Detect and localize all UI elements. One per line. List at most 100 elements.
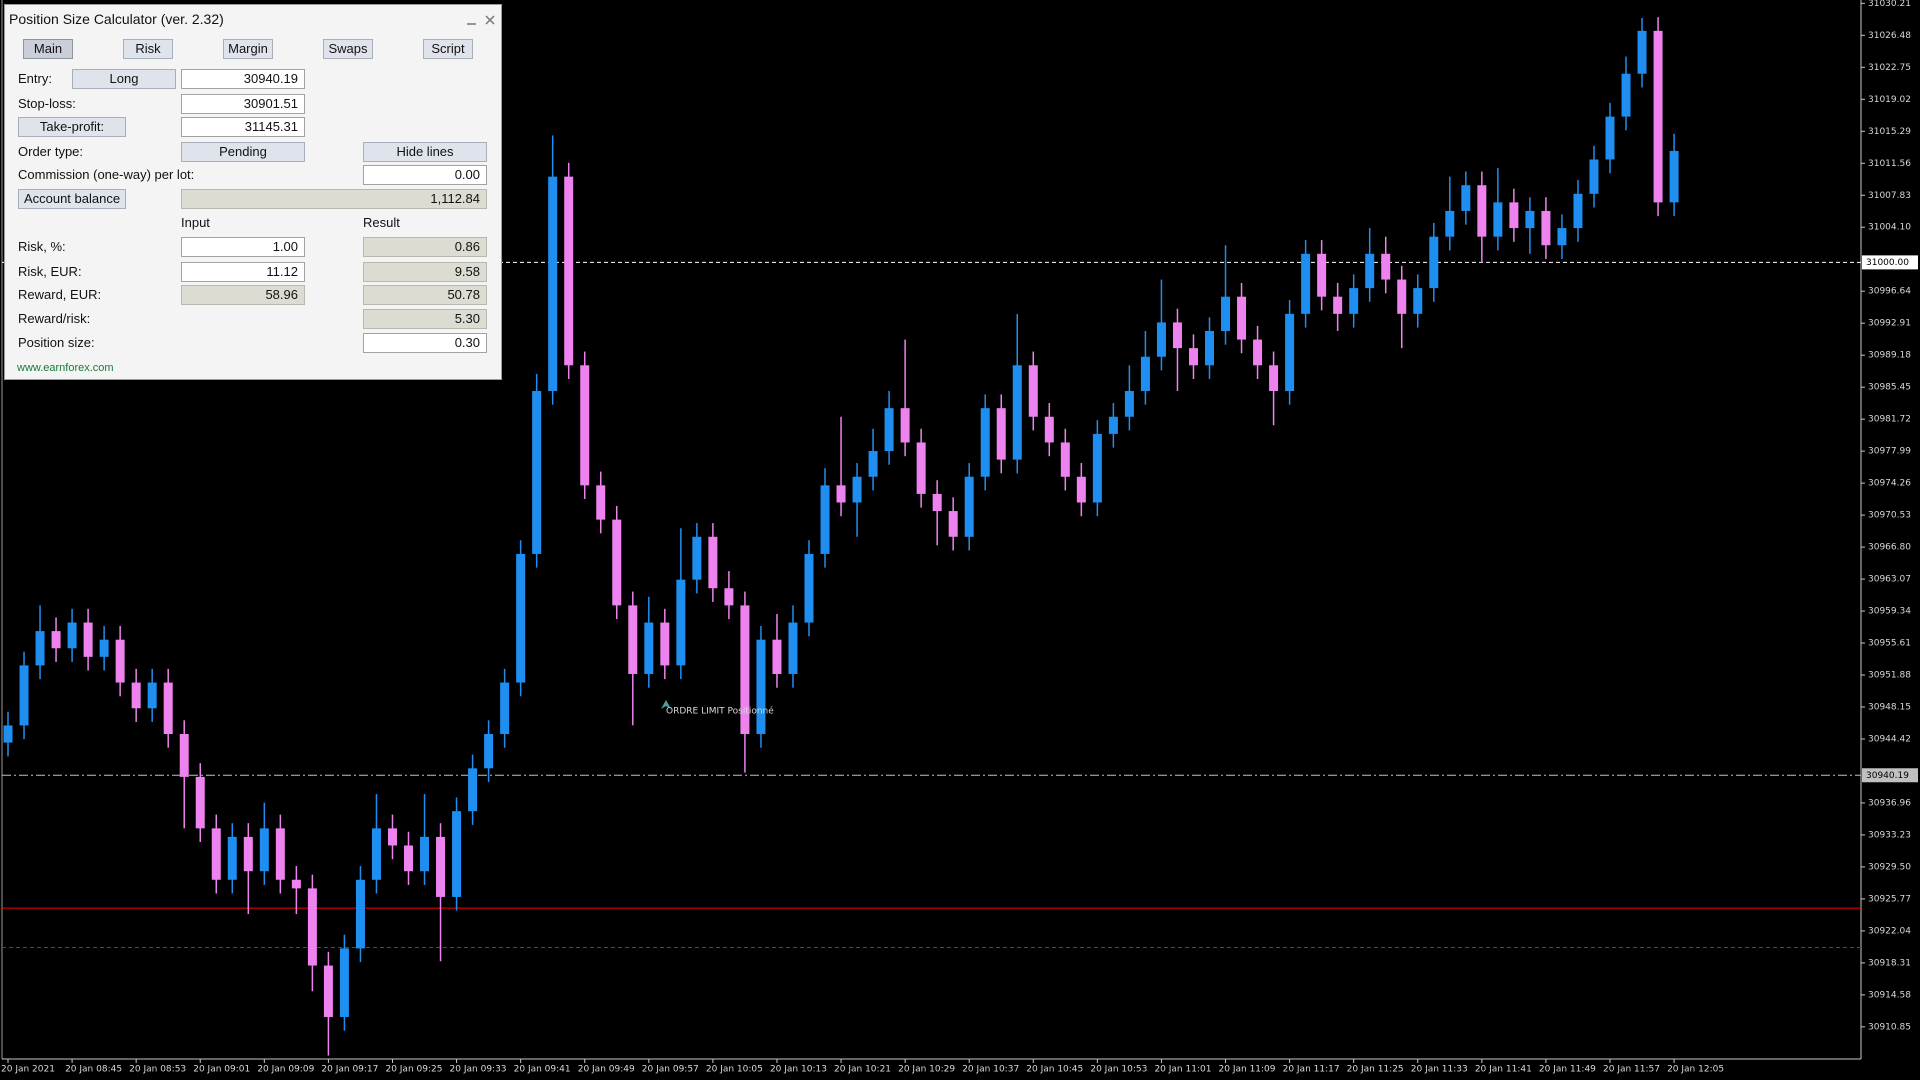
candle-body — [900, 408, 910, 443]
annotation: ORDRE LIMIT Positionné — [666, 706, 774, 717]
y-tick-label: 30910.85 — [1868, 1022, 1911, 1032]
candle-body — [259, 828, 269, 872]
x-tick-label: 20 Jan 09:57 — [642, 1065, 699, 1075]
y-tick-label: 30918.31 — [1868, 958, 1911, 968]
y-tick-label: 31026.48 — [1868, 31, 1911, 41]
candle-body — [500, 682, 510, 735]
candle-body — [1349, 288, 1359, 314]
tab[interactable]: Script — [423, 39, 473, 59]
y-tick-label: 31011.56 — [1868, 159, 1911, 169]
candle-body — [307, 888, 317, 966]
candle-body — [1205, 330, 1214, 366]
candle-body — [1413, 288, 1423, 314]
candle-body — [1060, 442, 1070, 477]
label: Position size: — [18, 335, 95, 350]
candle-body — [1365, 253, 1375, 289]
x-tick-label: 20 Jan 10:45 — [1026, 1065, 1083, 1075]
candle-body — [884, 408, 894, 452]
candle-body — [19, 665, 29, 726]
x-tick-label: 20 Jan 11:01 — [1154, 1065, 1211, 1075]
direction-button[interactable]: Long — [72, 69, 176, 89]
candle-body — [468, 768, 478, 812]
candle-body — [836, 485, 846, 503]
candle-body — [996, 408, 1006, 460]
tab[interactable]: Risk — [123, 39, 173, 59]
candle-body — [948, 511, 958, 537]
tab[interactable]: Main — [23, 39, 73, 59]
commission-field[interactable]: 0.00 — [363, 165, 487, 185]
candle-body — [1092, 433, 1102, 503]
y-tick-label: 30989.18 — [1868, 351, 1911, 361]
candle-body — [564, 176, 574, 366]
candle-body — [580, 365, 590, 486]
candle-body — [35, 631, 45, 666]
y-tick-label: 30985.45 — [1868, 383, 1911, 393]
y-tick-label: 30929.50 — [1868, 862, 1911, 872]
entry-field[interactable]: 30940.19 — [181, 69, 305, 89]
input-field[interactable]: 1.00 — [181, 237, 305, 257]
candle-body — [243, 836, 253, 872]
candle-body — [1525, 210, 1535, 229]
candle-body — [51, 631, 61, 649]
position-size-calculator: Position Size Calculator (ver. 2.32) Mai… — [4, 4, 502, 380]
price-level-label: 30940.19 — [1866, 771, 1909, 781]
candle-body — [1509, 202, 1519, 229]
x-tick-label: 20 Jan 09:41 — [514, 1065, 571, 1075]
candle-body — [644, 622, 654, 674]
candle-body — [323, 965, 333, 1017]
candle-body — [1605, 116, 1615, 160]
x-tick-label: 20 Jan 10:53 — [1090, 1065, 1147, 1075]
candle-body — [1653, 30, 1663, 203]
panel-title: Position Size Calculator (ver. 2.32) — [9, 11, 224, 27]
x-tick-label: 20 Jan 09:49 — [578, 1065, 635, 1075]
candle-body — [1237, 296, 1247, 340]
candle-body — [291, 879, 301, 889]
hide-lines-button[interactable]: Hide lines — [363, 142, 487, 162]
candle-body — [179, 734, 189, 777]
result-field[interactable]: 0.30 — [363, 333, 487, 353]
take-profit-field[interactable]: 31145.31 — [181, 117, 305, 137]
input-field[interactable]: 11.12 — [181, 262, 305, 282]
candle-body — [387, 828, 397, 846]
x-tick-label: 20 Jan 09:09 — [257, 1065, 314, 1075]
stop-loss-field[interactable]: 30901.51 — [181, 94, 305, 114]
candle-body — [756, 639, 766, 735]
window-controls[interactable] — [465, 13, 497, 27]
tab[interactable]: Swaps — [323, 39, 373, 59]
label: Risk, %: — [18, 239, 66, 254]
y-tick-label: 30933.23 — [1868, 830, 1911, 840]
x-tick-label: 20 Jan 11:33 — [1411, 1065, 1468, 1075]
close-icon[interactable] — [485, 15, 495, 25]
label: Order type: — [18, 144, 84, 159]
y-tick-label: 31030.21 — [1868, 0, 1911, 9]
order-type-button[interactable]: Pending — [181, 142, 305, 162]
y-tick-label: 30959.34 — [1868, 607, 1911, 617]
candle-body — [852, 476, 862, 503]
candle-body — [3, 725, 13, 743]
x-tick-label: 20 Jan 2021 — [1, 1065, 55, 1075]
candle-body — [115, 639, 125, 683]
candle-body — [211, 828, 221, 880]
label: Reward, EUR: — [18, 287, 102, 302]
candle-body — [83, 622, 93, 657]
candle-body — [1012, 365, 1022, 460]
candle-body — [548, 176, 558, 392]
result-field: 9.58 — [363, 262, 487, 282]
account-balance-button[interactable]: Account balance — [18, 189, 126, 209]
candle-body — [163, 682, 173, 735]
x-tick-label: 20 Jan 11:09 — [1219, 1065, 1276, 1075]
x-tick-label: 20 Jan 11:57 — [1603, 1065, 1660, 1075]
candle-body — [371, 828, 381, 880]
y-tick-label: 30977.99 — [1868, 447, 1911, 457]
candle-body — [436, 836, 446, 897]
y-tick-label: 30981.72 — [1868, 415, 1911, 425]
candle-body — [980, 408, 990, 477]
candle-body — [1589, 159, 1599, 194]
candle-body — [1557, 228, 1567, 246]
price-level-box — [1862, 255, 1918, 270]
take-profit-button[interactable]: Take-profit: — [18, 117, 126, 137]
tab[interactable]: Margin — [223, 39, 273, 59]
candle-body — [1461, 185, 1471, 211]
x-tick-label: 20 Jan 10:37 — [962, 1065, 1019, 1075]
website-link[interactable]: www.earnforex.com — [17, 362, 114, 374]
